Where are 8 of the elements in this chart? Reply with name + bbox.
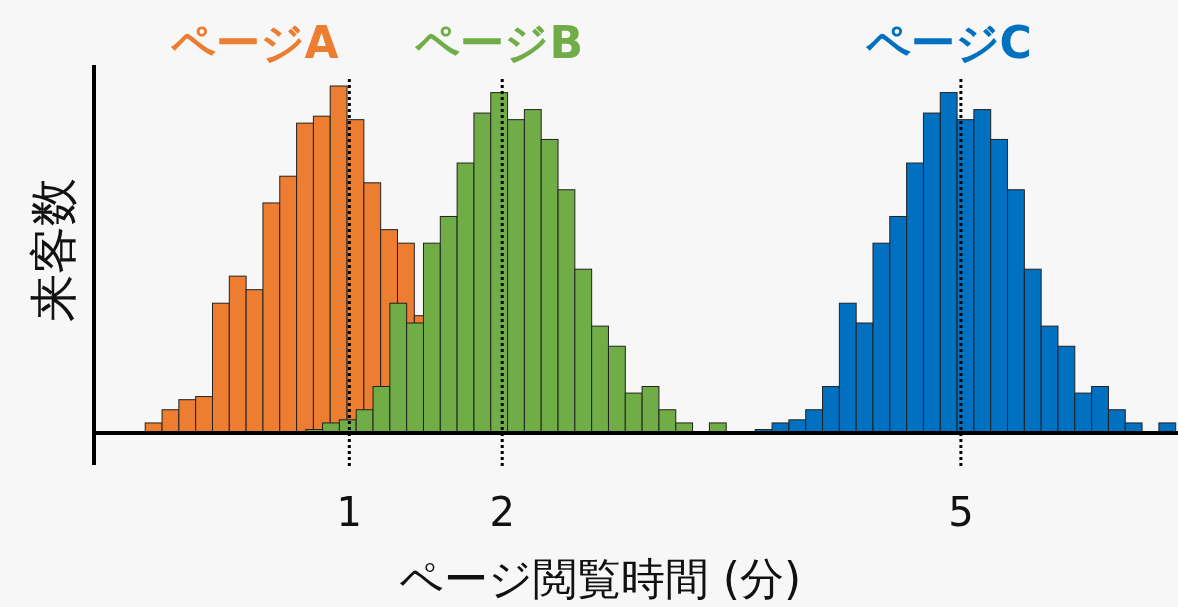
x-tick-label: 1 [336, 489, 363, 535]
y-axis-title: 来客数 [25, 178, 81, 322]
series-label: ページA [169, 17, 339, 68]
x-axis-title: ページ閲覧時間 (分) [398, 553, 802, 604]
x-tick-label: 2 [489, 489, 515, 535]
series-label: ページC [864, 17, 1032, 68]
x-tick-label: 5 [948, 489, 974, 535]
series-label: ページB [414, 17, 583, 68]
